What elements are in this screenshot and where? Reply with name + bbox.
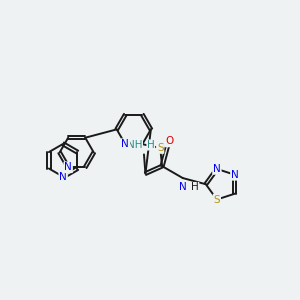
Text: S: S <box>214 194 220 205</box>
Text: N: N <box>59 172 67 182</box>
Text: N: N <box>213 164 221 174</box>
Text: O: O <box>165 136 173 146</box>
Text: N: N <box>64 162 72 172</box>
Text: N: N <box>231 170 239 180</box>
Text: N: N <box>179 182 187 193</box>
Text: H: H <box>191 182 199 193</box>
Text: N: N <box>122 139 129 149</box>
Text: H: H <box>147 140 155 150</box>
Text: S: S <box>157 143 164 153</box>
Text: NH: NH <box>127 140 142 150</box>
